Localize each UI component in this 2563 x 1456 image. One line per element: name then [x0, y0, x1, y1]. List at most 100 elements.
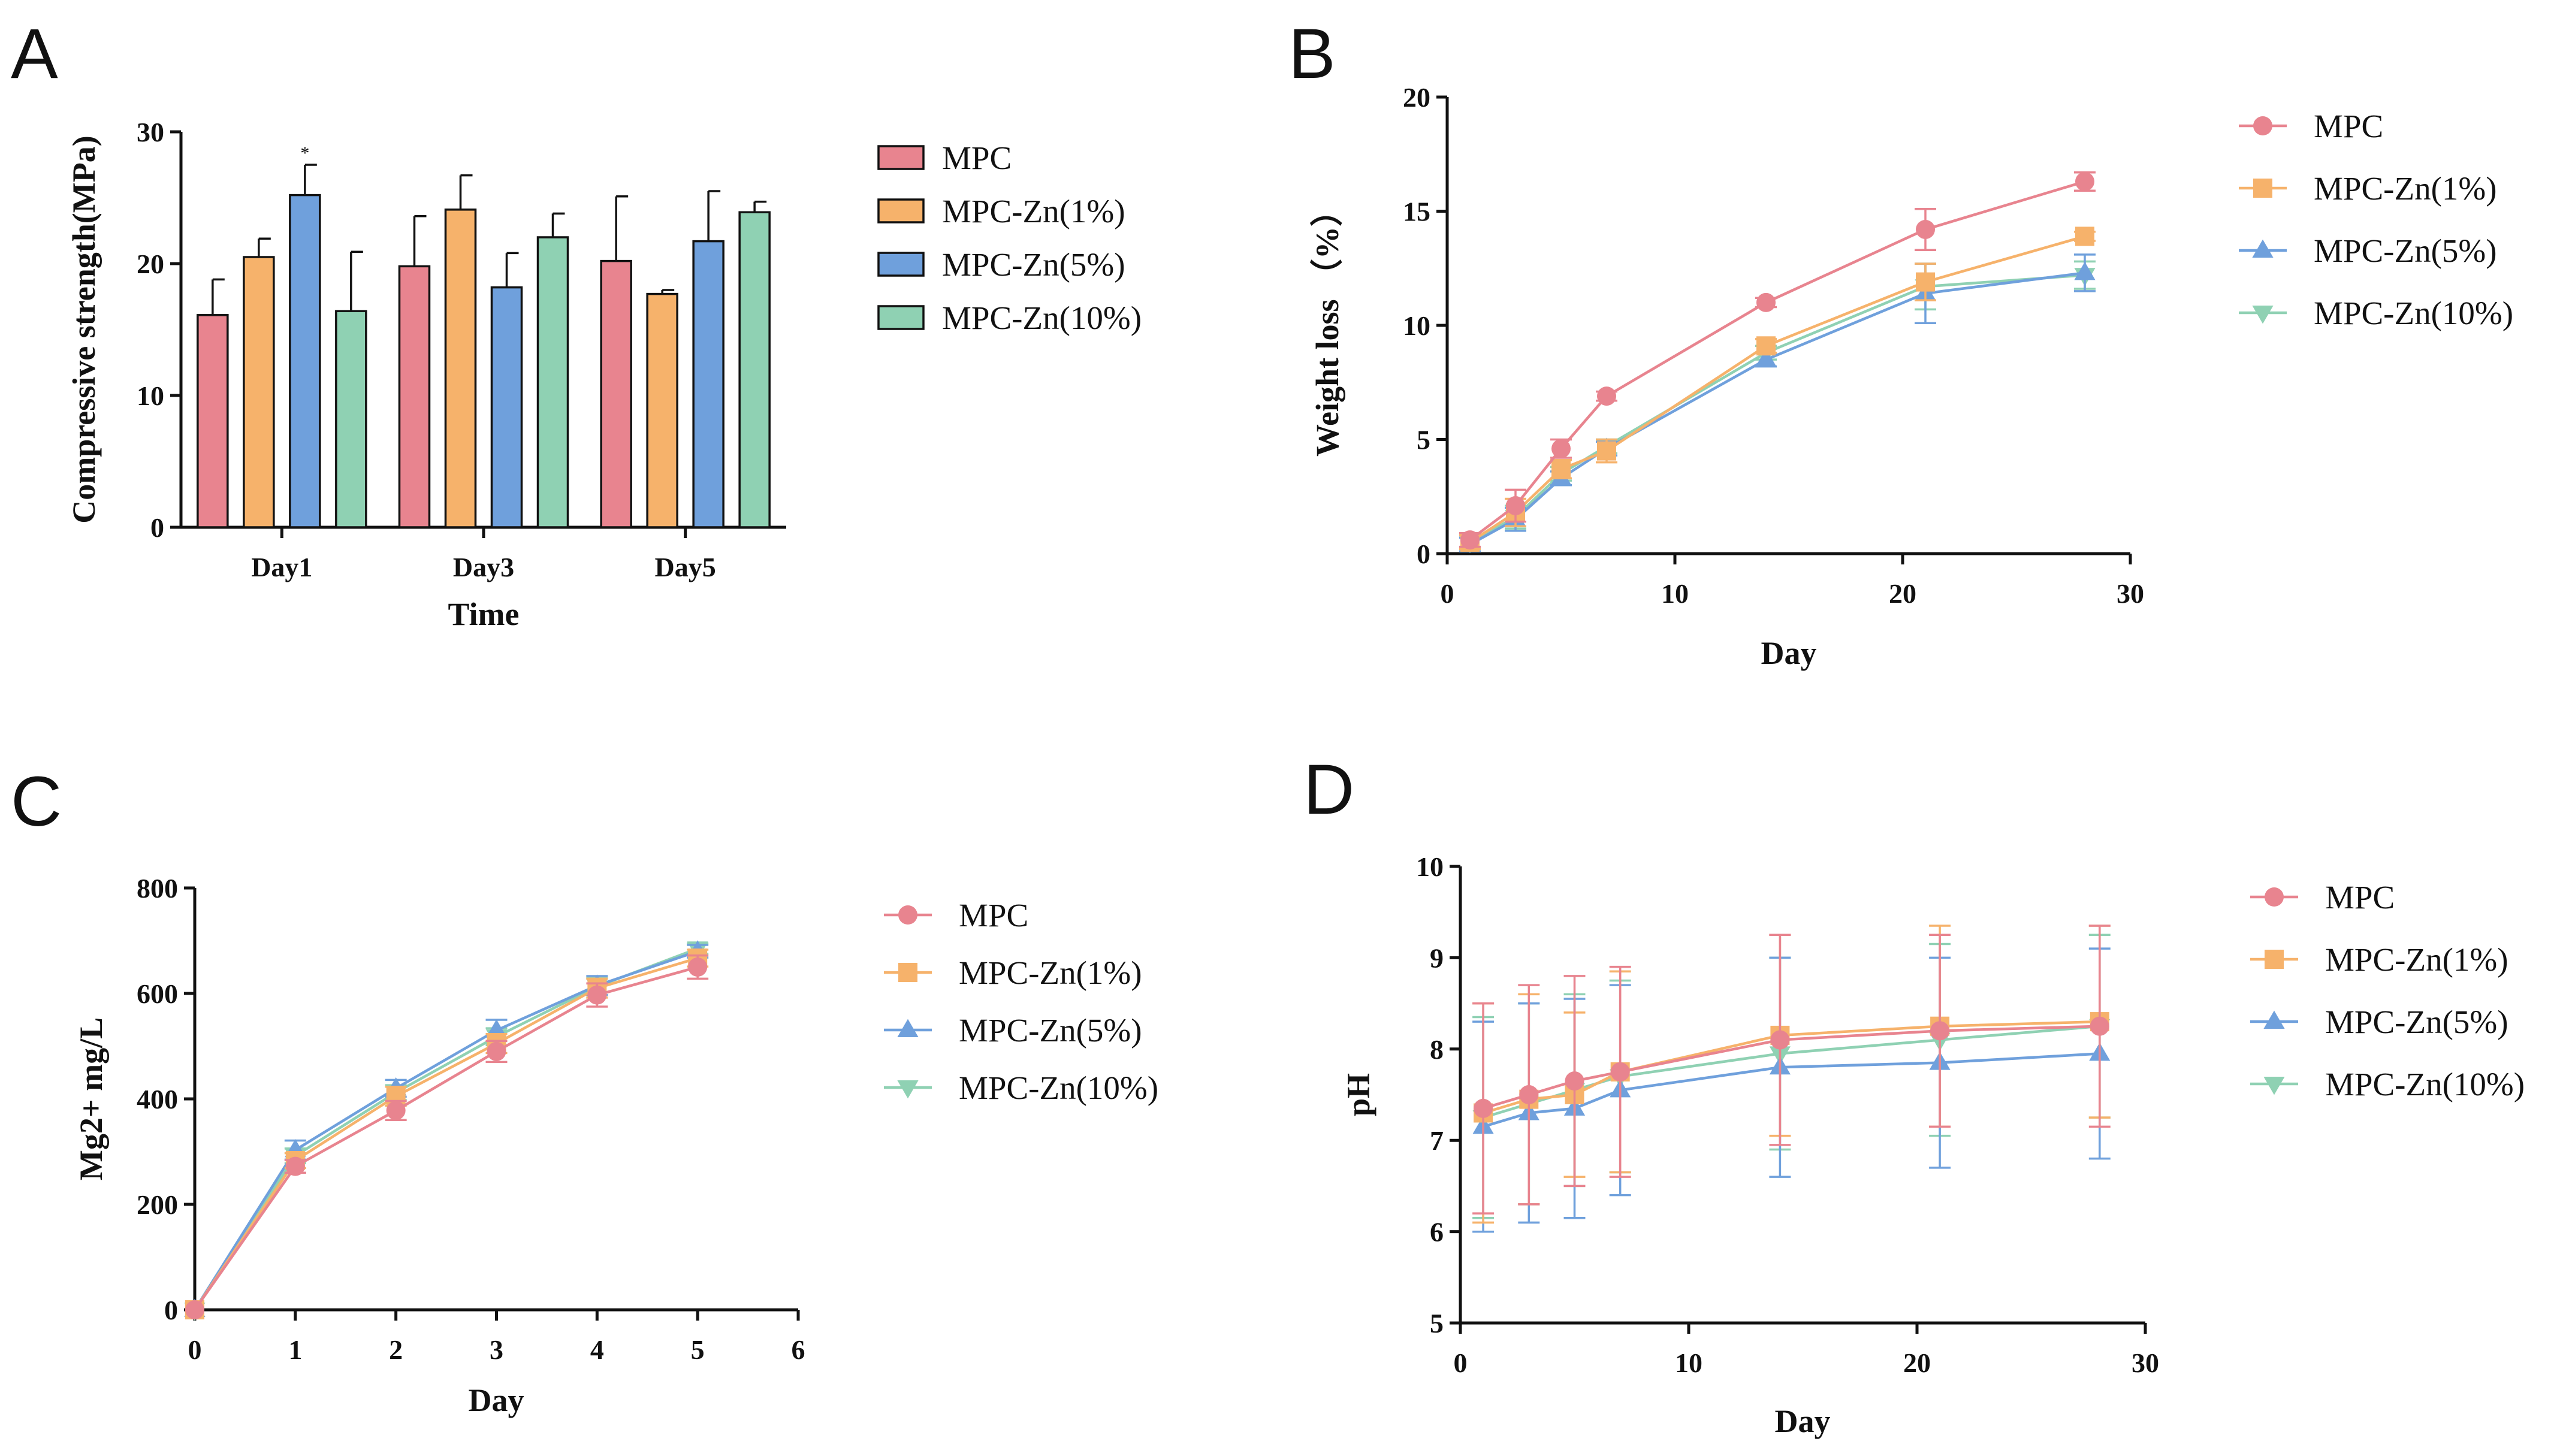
chart-c-x-tick-label: 1 [288, 1334, 302, 1365]
chart-a-bar-mpc-zn-5-day5 [692, 240, 724, 528]
chart-b-legend-label-mpc-zn-5: MPC-Zn(5%) [2314, 232, 2497, 269]
chart-a-bar-mpc-zn-1-day1 [243, 256, 275, 528]
chart-b-y-tick-label: 20 [1403, 82, 1430, 113]
chart-c-legend-marker-mpc-zn-1 [898, 963, 917, 982]
chart-d-x-tick-label: 0 [1454, 1348, 1468, 1378]
chart-a-legend-label-mpc: MPC [942, 140, 1012, 176]
chart-c: 0 200 400 600 800 0 1 2 3 4 5 6 Day Mg2+ mg/L MPC MPC-Z… [73, 873, 1158, 1418]
chart-a-bar-mpc-zn-1-day3 [444, 209, 477, 528]
chart-b-x-tick-label: 10 [1661, 578, 1689, 609]
chart-d-point-mpc [2090, 1016, 2109, 1036]
chart-b-point-mpc-zn-1 [1551, 460, 1571, 479]
chart-a-legend-label-mpc-zn-10: MPC-Zn(10%) [942, 300, 1142, 336]
chart-d-legend-label-mpc-zn-5: MPC-Zn(5%) [2325, 1004, 2508, 1040]
chart-a-bar-mpc-day5 [600, 259, 632, 528]
chart-d-x-tick-label: 10 [1675, 1348, 1702, 1378]
chart-b-point-mpc-zn-1 [1756, 336, 1776, 356]
chart-d-point-mpc [1565, 1071, 1584, 1091]
chart-b-y-tick-label: 10 [1403, 310, 1430, 341]
chart-c-x-tick-label: 4 [590, 1334, 604, 1365]
chart-b-point-mpc [1756, 292, 1776, 312]
chart-c-series-line-mpc-zn-10 [194, 947, 698, 1311]
chart-d-y-tick-label: 6 [1430, 1217, 1444, 1247]
chart-a-bar-mpc-zn-10-day5 [738, 211, 771, 528]
chart-a-x-tick-label: Day5 [655, 552, 716, 582]
chart-c-legend-marker-mpc-zn-10 [897, 1080, 919, 1099]
chart-b-point-mpc [1597, 386, 1616, 406]
chart-c-point-mpc [386, 1101, 406, 1120]
chart-a-x-axis-title: Time [448, 596, 520, 632]
chart-a-bar-mpc-zn-5-day3 [490, 286, 523, 528]
chart-c-point-mpc-zn-5 [485, 1019, 508, 1038]
chart-c-y-tick-label: 800 [137, 873, 178, 904]
chart-b-legend-marker-mpc-zn-5 [2252, 239, 2274, 258]
chart-a-legend-swatch-mpc-zn-5 [877, 252, 925, 277]
chart-a-significance-mark: * [300, 143, 309, 163]
chart-a-bar-mpc-day1 [197, 314, 229, 528]
chart-d-x-tick-label: 30 [2132, 1348, 2159, 1378]
chart-c-x-tick-label: 6 [792, 1334, 805, 1365]
chart-c-point-mpc [487, 1041, 506, 1061]
chart-a-legend-label-mpc-zn-1: MPC-Zn(1%) [942, 193, 1125, 229]
chart-d-y-tick-label: 5 [1430, 1308, 1444, 1339]
chart-b-x-tick-label: 0 [1441, 578, 1454, 609]
chart-a-bar-mpc-zn-10-day3 [536, 236, 569, 528]
chart-c-legend-marker-mpc [898, 905, 917, 925]
chart-d: 5 6 7 8 9 10 0 10 20 30 Day pH MPC MPC-Zn(1%) MPC-Zn(5… [1341, 851, 2525, 1439]
chart-b-point-mpc-zn-1 [2075, 226, 2094, 246]
chart-a: 0 10 20 30 Day1 Day3 Day5 * Time Compressive stre… [66, 117, 1142, 632]
chart-c-point-mpc [688, 957, 708, 977]
chart-c-y-tick-label: 400 [137, 1084, 178, 1114]
chart-c-legend-label-mpc-zn-5: MPC-Zn(5%) [959, 1012, 1142, 1049]
chart-d-legend-label-mpc-zn-10: MPC-Zn(10%) [2325, 1066, 2525, 1102]
chart-a-y-axis-title: Compressive strength(MPa) [66, 135, 102, 523]
panel-label-a: A [11, 14, 58, 93]
chart-c-x-tick-label: 3 [490, 1334, 503, 1365]
chart-b-series-line-mpc-zn-10 [1469, 273, 2085, 543]
chart-c-legend-label-mpc: MPC [959, 897, 1028, 934]
chart-b-legend-marker-mpc-zn-10 [2252, 306, 2274, 324]
chart-c-series-line-mpc-zn-1 [194, 956, 698, 1311]
chart-c-x-tick-label: 5 [691, 1334, 705, 1365]
chart-d-legend-label-mpc: MPC [2325, 879, 2395, 916]
chart-c-point-mpc [285, 1156, 305, 1176]
chart-a-x-tick-label: Day1 [251, 552, 312, 582]
chart-d-point-mpc [1519, 1085, 1539, 1104]
chart-b-point-mpc-zn-1 [1597, 441, 1616, 461]
chart-a-y-tick-label: 30 [137, 117, 164, 147]
chart-b-x-axis-title: Day [1761, 635, 1817, 671]
chart-b-point-mpc-zn-5 [2074, 261, 2096, 280]
chart-b-legend-label-mpc-zn-10: MPC-Zn(10%) [2314, 295, 2513, 331]
chart-b-point-mpc-zn-1 [1916, 272, 1935, 292]
chart-b-x-tick-label: 30 [2117, 578, 2144, 609]
chart-d-x-axis-title: Day [1775, 1403, 1831, 1439]
panel-label-b: B [1288, 14, 1336, 93]
chart-c-y-axis-title: Mg2+ mg/L [73, 1017, 109, 1180]
chart-d-point-mpc [1610, 1062, 1630, 1082]
chart-d-point-mpc [1930, 1021, 1950, 1041]
chart-c-point-mpc [185, 1300, 204, 1319]
chart-d-legend-marker-mpc-zn-5 [2263, 1010, 2285, 1029]
chart-d-y-tick-label: 8 [1430, 1034, 1444, 1065]
chart-d-x-tick-label: 20 [1903, 1348, 1931, 1378]
chart-a-x-tick-label: Day3 [453, 552, 514, 582]
chart-a-y-tick-label: 0 [150, 512, 164, 543]
chart-a-bar-mpc-zn-10-day1 [335, 310, 367, 528]
panel-label-c: C [11, 762, 62, 841]
chart-c-x-tick-label: 0 [188, 1334, 202, 1365]
chart-d-point-mpc [1474, 1098, 1493, 1118]
chart-d-y-tick-label: 9 [1430, 943, 1444, 973]
chart-b-point-mpc [1460, 530, 1480, 550]
chart-c-y-tick-label: 200 [137, 1189, 178, 1220]
chart-a-bar-mpc-day3 [398, 265, 431, 528]
chart-a-legend-swatch-mpc-zn-1 [877, 198, 925, 223]
chart-c-y-tick-label: 600 [137, 978, 178, 1009]
chart-b-legend-marker-mpc-zn-1 [2253, 179, 2272, 198]
chart-c-legend-label-mpc-zn-10: MPC-Zn(10%) [959, 1070, 1158, 1106]
chart-b-legend-marker-mpc [2253, 116, 2272, 135]
chart-a-bar-mpc-zn-1-day5 [646, 292, 678, 528]
chart-b-x-tick-label: 20 [1889, 578, 1916, 609]
chart-c-x-axis-title: Day [469, 1382, 524, 1418]
chart-b-y-tick-label: 15 [1403, 197, 1430, 227]
